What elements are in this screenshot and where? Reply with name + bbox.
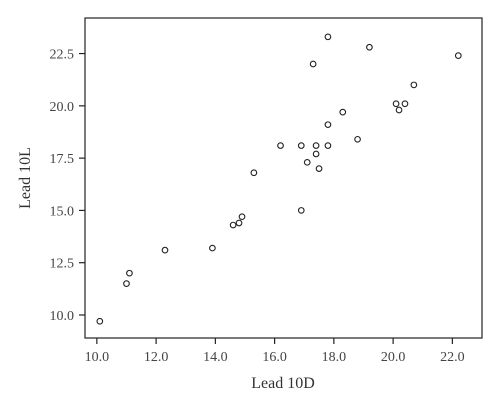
- y-tick-label: 10.0: [50, 309, 75, 324]
- data-point: [209, 244, 216, 252]
- data-point: [315, 165, 323, 172]
- data-point: [366, 43, 373, 51]
- data-point: [312, 142, 320, 149]
- data-point: [229, 221, 237, 229]
- x-tick-label: 16.0: [262, 350, 287, 365]
- data-point: [324, 142, 332, 149]
- x-tick-label: 20.0: [381, 350, 406, 365]
- data-point: [309, 60, 317, 68]
- data-point: [401, 100, 409, 108]
- data-point: [277, 142, 284, 149]
- data-point: [250, 169, 258, 177]
- data-point: [297, 142, 305, 149]
- data-point: [324, 121, 332, 129]
- y-axis: 10.0 12.5 15.0 17.5 20.0 22.5: [50, 48, 85, 324]
- x-axis-label: Lead 10D: [251, 375, 315, 392]
- data-point: [235, 219, 243, 227]
- y-tick-label: 22.5: [50, 48, 75, 63]
- x-tick-label: 22.0: [440, 350, 465, 365]
- data-point: [354, 135, 361, 143]
- data-point: [395, 106, 403, 114]
- x-tick-label: 10.0: [85, 350, 110, 365]
- data-point: [297, 207, 305, 214]
- y-tick-label: 20.0: [50, 100, 75, 115]
- x-tick-label: 12.0: [144, 350, 169, 365]
- data-point: [339, 108, 347, 116]
- data-point: [454, 52, 462, 59]
- x-tick-label: 14.0: [203, 350, 228, 365]
- x-axis: 10.0 12.0 14.0 16.0 18.0 20.0 22.0: [85, 338, 465, 365]
- data-points: [96, 33, 462, 325]
- y-axis-label: Lead 10L: [17, 147, 34, 209]
- data-point: [324, 33, 332, 41]
- data-point: [392, 100, 400, 108]
- data-point: [312, 150, 320, 158]
- data-point: [161, 246, 169, 254]
- data-point: [303, 158, 311, 166]
- y-tick-label: 12.5: [50, 257, 75, 272]
- data-point: [96, 317, 104, 325]
- data-point: [410, 81, 418, 89]
- data-point: [123, 280, 130, 287]
- data-point: [126, 269, 133, 277]
- y-tick-label: 15.0: [50, 204, 75, 219]
- plot-frame: [84, 17, 483, 339]
- y-tick-label: 17.5: [50, 152, 75, 167]
- data-point: [238, 213, 246, 221]
- x-tick-label: 18.0: [322, 350, 347, 365]
